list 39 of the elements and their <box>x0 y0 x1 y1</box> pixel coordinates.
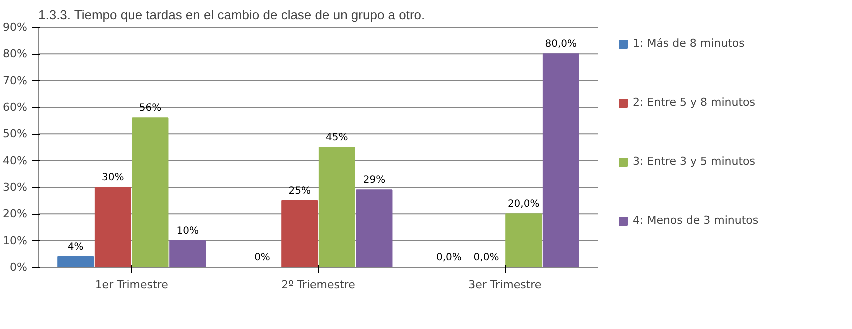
data-label: 56% <box>139 103 162 114</box>
bar <box>282 200 318 268</box>
bar <box>170 240 206 268</box>
y-tick-label: 60% <box>3 101 28 114</box>
bar <box>318 147 356 268</box>
y-tick-label: 30% <box>3 181 28 194</box>
data-label: 25% <box>288 186 311 197</box>
data-label: 20,0% <box>508 199 540 210</box>
data-label: 0% <box>254 252 270 264</box>
legend-label: 3: Entre 3 y 5 minutos <box>633 155 756 168</box>
legend-label: 2: Entre 5 y 8 minutos <box>633 96 756 109</box>
y-tick-label: 20% <box>3 208 28 221</box>
bar <box>506 214 542 268</box>
legend-label: 4: Menos de 3 minutos <box>633 214 759 227</box>
y-tick-label: 80% <box>3 48 28 61</box>
chart-title: 1.3.3. Tiempo que tardas en el cambio de clase de un grupo a otro. <box>38 8 426 22</box>
y-tick-label: 40% <box>3 154 28 168</box>
y-tick-label: 70% <box>3 74 28 88</box>
y-tick-label: 10% <box>3 234 28 248</box>
x-tick-label: 1er Trimestre <box>95 278 169 292</box>
data-label: 30% <box>102 172 124 184</box>
y-tick-label: 0% <box>10 261 28 274</box>
y-tick-label: 50% <box>3 128 28 141</box>
bar <box>58 256 94 268</box>
data-label: 0,0% <box>474 252 500 264</box>
y-tick-label: 90% <box>3 21 28 34</box>
bar <box>94 187 132 268</box>
x-tick-label: 3er Trimestre <box>468 278 542 292</box>
data-label: 80,0% <box>545 39 578 50</box>
bar <box>542 54 580 268</box>
bar <box>132 118 169 268</box>
data-label: 45% <box>326 132 348 144</box>
data-label: 10% <box>176 226 199 237</box>
data-label: 4% <box>68 242 84 253</box>
data-label: 29% <box>363 175 386 186</box>
x-tick-label: 2º Triemestre <box>282 278 356 292</box>
bar <box>356 190 393 268</box>
data-label: 0,0% <box>436 252 462 264</box>
legend-label: 1: Más de 8 minutos <box>633 37 745 50</box>
